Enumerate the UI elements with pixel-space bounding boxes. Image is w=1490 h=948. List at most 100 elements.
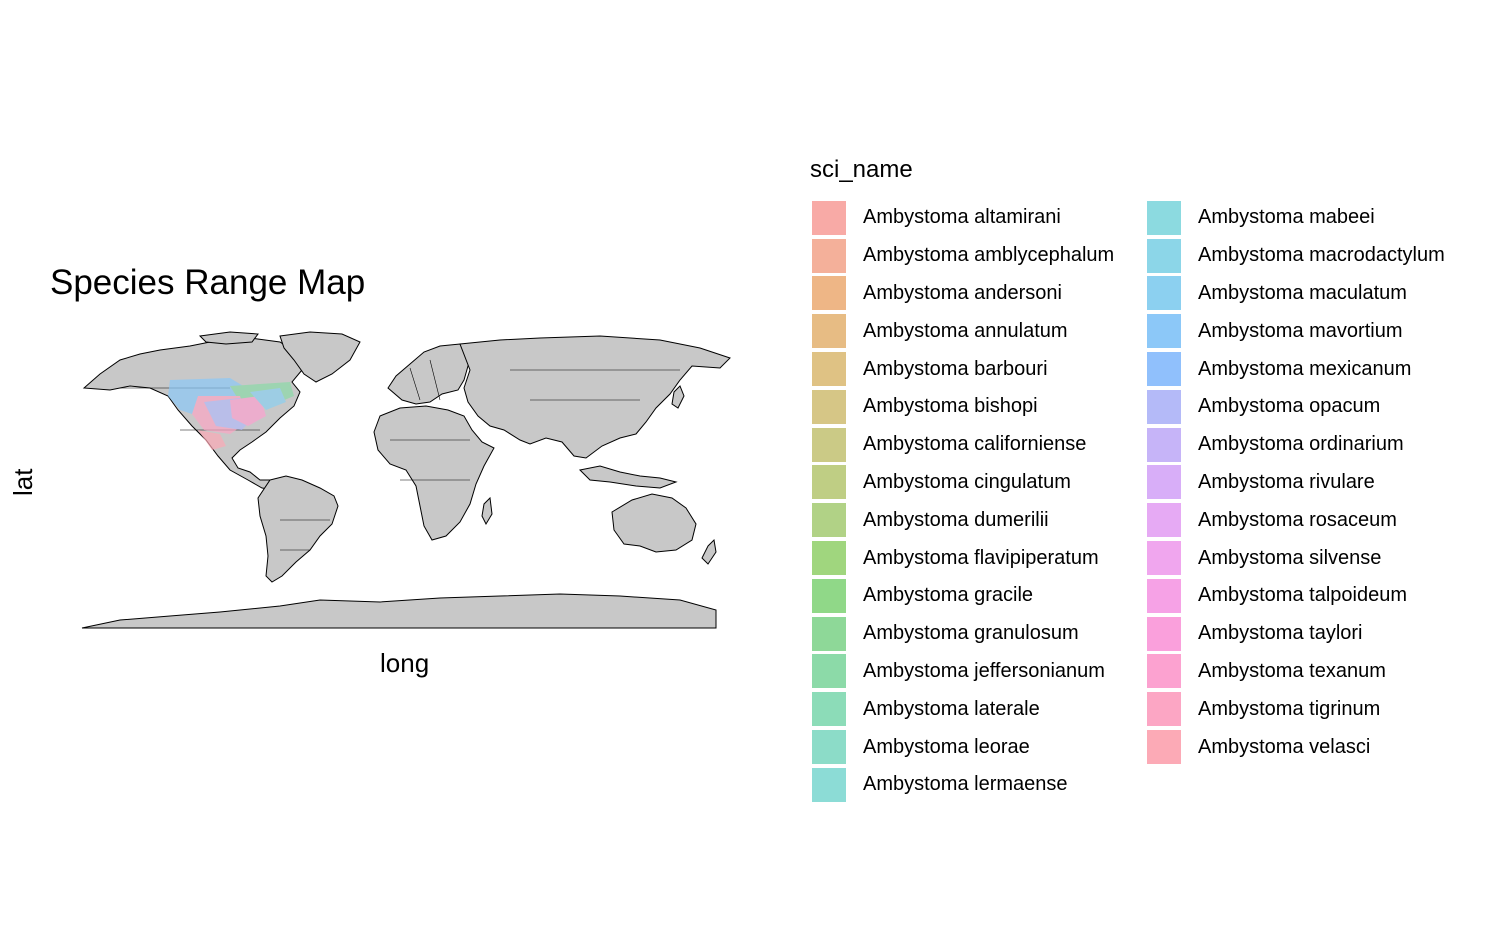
y-axis-label: lat [8,468,38,496]
legend-item: Ambystoma opacum [1147,388,1445,426]
legend-item: Ambystoma talpoideum [1147,577,1445,615]
world-map [81,331,731,629]
legend-label: Ambystoma taylori [1198,622,1363,645]
legend-item: Ambystoma mavortium [1147,312,1445,350]
legend-swatch [1147,541,1181,576]
legend-label: Ambystoma maculatum [1198,281,1407,304]
legend-label: Ambystoma rivulare [1198,470,1375,493]
land-masses [81,331,731,629]
legend-label: Ambystoma bishopi [863,395,1038,418]
legend-label: Ambystoma rosaceum [1198,508,1397,531]
legend-swatch [812,541,846,576]
legend-swatch [812,238,846,273]
legend-item: Ambystoma granulosum [812,615,1114,653]
legend-swatch [1147,352,1181,387]
legend-swatch [1147,503,1181,538]
legend-label: Ambystoma ordinarium [1198,433,1404,456]
legend-label: Ambystoma lermaense [863,773,1068,796]
arctic-islands [198,331,259,345]
legend-swatch [1147,389,1181,424]
australia [611,493,697,553]
legend-item: Ambystoma altamirani [812,199,1114,237]
legend-item: Ambystoma gracile [812,577,1114,615]
legend-swatch [1147,616,1181,651]
legend-item: Ambystoma amblycephalum [812,237,1114,275]
legend-label: Ambystoma laterale [863,697,1040,720]
legend-item: Ambystoma silvense [1147,539,1445,577]
legend-swatch [1147,692,1181,727]
europe [387,343,473,405]
legend-swatch [812,427,846,462]
range-texanum [230,396,266,426]
antarctica [81,593,717,629]
legend-label: Ambystoma californiense [863,433,1087,456]
asia [459,335,731,459]
legend-label: Ambystoma mavortium [1198,319,1403,342]
legend-item: Ambystoma bishopi [812,388,1114,426]
legend-label: Ambystoma andersoni [863,281,1062,304]
legend-swatch [812,200,846,235]
legend-label: Ambystoma dumerilii [863,508,1049,531]
range-velasci [198,430,226,450]
legend-label: Ambystoma annulatum [863,319,1068,342]
legend-swatch [812,616,846,651]
legend-item: Ambystoma macrodactylum [1147,237,1445,275]
legend-label: Ambystoma leorae [863,735,1030,758]
legend-label: Ambystoma mabeei [1198,206,1375,229]
legend-title: sci_name [810,156,913,183]
legend-label: Ambystoma talpoideum [1198,584,1407,607]
legend-item: Ambystoma dumerilii [812,501,1114,539]
legend-item: Ambystoma texanum [1147,653,1445,691]
maritime-southeast-asia [578,465,678,489]
map-title: Species Range Map [50,263,366,302]
legend-item: Ambystoma cingulatum [812,464,1114,502]
legend-swatch [812,730,846,765]
legend-item: Ambystoma tigrinum [1147,690,1445,728]
legend-label: Ambystoma altamirani [863,206,1061,229]
legend-swatch [812,767,846,802]
legend-item: Ambystoma jeffersonianum [812,653,1114,691]
greenland [279,331,361,383]
legend-label: Ambystoma silvense [1198,546,1382,569]
legend-item: Ambystoma annulatum [812,312,1114,350]
legend-swatch [812,578,846,613]
legend-label: Ambystoma texanum [1198,659,1386,682]
legend-item: Ambystoma mabeei [1147,199,1445,237]
legend-label: Ambystoma jeffersonianum [863,659,1105,682]
range-maculatum [250,388,286,410]
legend-label: Ambystoma tigrinum [1198,697,1381,720]
legend-item: Ambystoma rivulare [1147,464,1445,502]
legend-item: Ambystoma taylori [1147,615,1445,653]
legend-column-2: Ambystoma mabeei Ambystoma macrodactylum A… [1147,199,1445,766]
south-america [257,475,339,583]
legend-item: Ambystoma leorae [812,728,1114,766]
legend-swatch [812,654,846,689]
legend-swatch [812,503,846,538]
legend-label: Ambystoma opacum [1198,395,1381,418]
legend-swatch [1147,654,1181,689]
legend-swatch [1147,730,1181,765]
species-ranges [168,378,294,450]
legend-swatch [1147,314,1181,349]
legend-item: Ambystoma rosaceum [1147,501,1445,539]
legend-item: Ambystoma californiense [812,426,1114,464]
new-zealand [701,538,717,565]
legend-label: Ambystoma mexicanum [1198,357,1412,380]
madagascar [481,496,493,526]
legend-swatch [812,465,846,500]
legend-swatch [1147,427,1181,462]
legend-swatch [812,352,846,387]
legend-item: Ambystoma flavipiperatum [812,539,1114,577]
legend-item: Ambystoma andersoni [812,275,1114,313]
legend-swatch [812,276,846,311]
legend-item: Ambystoma lermaense [812,766,1114,804]
legend-label: Ambystoma granulosum [863,622,1079,645]
legend-item: Ambystoma barbouri [812,350,1114,388]
legend-label: Ambystoma amblycephalum [863,244,1115,267]
legend-label: Ambystoma macrodactylum [1198,244,1445,267]
legend-swatch [812,314,846,349]
legend-swatch [1147,578,1181,613]
legend-label: Ambystoma velasci [1198,735,1371,758]
legend-item: Ambystoma mexicanum [1147,350,1445,388]
africa [373,405,495,541]
